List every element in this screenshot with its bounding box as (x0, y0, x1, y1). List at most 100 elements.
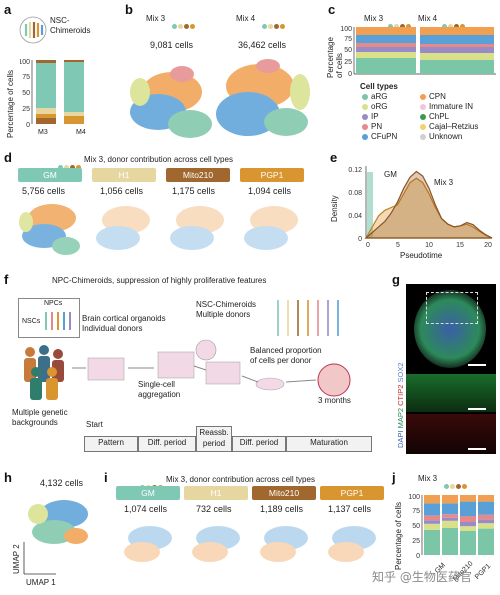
legend-unknown: Unknown (420, 132, 462, 141)
panel-j-bar-mito210-arg (460, 531, 476, 555)
panel-j-bar-mito210-cpn (460, 495, 476, 502)
panel-j-ytick: 50 (412, 523, 420, 530)
panel-j-bar-h1-arg (442, 528, 458, 555)
scale-bar (468, 408, 486, 410)
panel-a-bar-m4 (64, 60, 84, 124)
panel-label-b: b (125, 2, 133, 17)
panel-d-tag-gm: GM (18, 168, 82, 182)
panel-b-umap (130, 59, 310, 138)
panel-j-bar-h1-cfupn (442, 503, 458, 515)
panel-e-chart: 0 0.04 0.08 0.12 0 5 10 15 20 (348, 166, 493, 249)
panel-c-mix3: Mix 3 (364, 14, 384, 23)
timeline-diff-period-1: Diff. period (138, 436, 196, 452)
panel-f-nscs: NSCs (22, 318, 41, 325)
legend-immature-in: Immature IN (420, 102, 473, 111)
panel-j-bars (424, 495, 494, 555)
panel-j-dots (444, 476, 468, 494)
panel-f-months: 3 months (318, 396, 351, 405)
panel-a-title: NSC- Chimeroids (50, 16, 91, 35)
panel-j-bar-pgp1-pn (478, 514, 494, 520)
timeline-pattern: Pattern (84, 436, 138, 452)
panel-d-tag-mito210: Mito210 (166, 168, 230, 182)
panel-b-cells-mix3: 9,081 cells (150, 40, 194, 50)
panel-i-tag-h1: H1 (184, 486, 248, 500)
panel-c-chart: 0 25 50 75 100 (340, 26, 496, 78)
timeline-diff-period-2: Diff. period (232, 436, 286, 452)
dish-icon (255, 377, 285, 391)
aggregation-plate-icon (157, 351, 195, 379)
panel-f-aggregation: Single-cell aggregation (138, 380, 181, 399)
panel-j-bar-pgp1-cpn (478, 495, 494, 502)
panel-h-umap (23, 500, 88, 575)
panel-e-line-mito210 (364, 170, 493, 239)
legend-pn: PN (362, 122, 382, 131)
panel-a-ylabel: Percentage of cells (6, 69, 15, 138)
panel-b-mix4: Mix 4 (236, 14, 256, 23)
panel-i-cells-mito210: 1,189 cells (260, 504, 304, 514)
legend-arg: aRG (362, 92, 387, 101)
panel-j-bar-h1-cpn (442, 495, 458, 504)
panel-j-bar-h1-pn (442, 514, 458, 518)
panel-e-mix-label: Mix 3 (434, 178, 454, 187)
panel-j-bar-mito210-pn (460, 516, 476, 522)
panel-j-bar-mito210-cfupn (460, 501, 476, 516)
panel-j-bar-gm-arg (424, 529, 440, 555)
panel-e-ytick: 0.12 (348, 167, 362, 174)
panel-i-tag-pgp1: PGP1 (320, 486, 384, 500)
panel-d-umaps (19, 204, 298, 255)
panel-c-mix4-dots (442, 16, 466, 34)
panel-e-gm-bar (367, 172, 373, 238)
panel-c-ytick: 0 (348, 71, 352, 78)
panel-b-cells-mix4: 36,462 cells (238, 40, 287, 50)
panel-i-tag-gm: GM (116, 486, 180, 500)
panel-d-dots (58, 157, 82, 175)
panel-b-mix4-dots (262, 16, 286, 34)
panel-g-stain-label: DAPI MAP2 CTIP2 SOX2 (396, 362, 405, 448)
timeline-maturation: Maturation (286, 436, 372, 452)
panel-a-ytick: 0 (26, 122, 30, 129)
panel-g-zoom-red (406, 414, 496, 454)
timeline-reassb-period: Reassb. period (196, 426, 232, 452)
panel-j-mix: Mix 3 (418, 474, 438, 483)
panel-f-npcs: NPCs (44, 300, 63, 307)
panel-b-mix3: Mix 3 (146, 14, 166, 23)
panel-f-balanced: Balanced proportion of cells per donor (250, 346, 322, 365)
scale-bar (468, 448, 486, 450)
panel-i-cells-h1: 732 cells (196, 504, 232, 514)
panel-j-bar-gm-ip (424, 520, 440, 524)
panel-c-legend-title: Cell types (360, 82, 398, 91)
panel-g-image (406, 284, 496, 454)
panel-i-cells-pgp1: 1,137 cells (328, 504, 372, 514)
panel-h-umap1: UMAP 1 (26, 578, 56, 587)
panel-e-xtick: 20 (484, 242, 492, 249)
panel-label-c: c (328, 2, 336, 17)
panel-e-xtick: 5 (396, 242, 400, 249)
panel-e-xlabel: Pseudotime (400, 251, 443, 260)
panel-c-mix3-dots (388, 16, 412, 34)
panel-e-xtick: 10 (425, 242, 433, 249)
panel-e-ytick: 0.04 (348, 213, 362, 220)
panel-i-tag-mito210: Mito210 (252, 486, 316, 500)
panel-a-ytick: 25 (22, 106, 30, 113)
panel-label-h: h (4, 470, 12, 485)
panel-f-start: Start (86, 420, 103, 429)
panel-label-e: e (330, 150, 338, 165)
panel-label-i: i (104, 470, 108, 485)
panel-a-chart: 0 25 50 75 100 (20, 59, 84, 129)
panel-j-bar-h1-org (442, 520, 458, 528)
panel-c-ytick: 50 (344, 47, 352, 54)
panel-label-g: g (392, 272, 400, 287)
panel-d-cells-pgp1: 1,094 cells (248, 186, 292, 196)
panel-i-umaps (124, 526, 376, 562)
panel-d-tag-pgp1: PGP1 (240, 168, 304, 182)
panel-f-chimeroids: NSC-Chimeroids Multiple donors (196, 300, 257, 319)
panel-label-f: f (4, 272, 9, 287)
panel-b-mix3-dots (172, 16, 196, 34)
panel-j-bar-h1-ip (442, 517, 458, 521)
panel-g-zoom-green (406, 374, 496, 412)
scale-bar (468, 364, 486, 366)
panel-c-ytick: 25 (344, 59, 352, 66)
panel-f-genetic: Multiple genetic backgrounds (12, 408, 68, 427)
panel-j-bar-pgp1-cfupn (478, 501, 494, 515)
panel-j-ytick: 0 (416, 553, 420, 560)
